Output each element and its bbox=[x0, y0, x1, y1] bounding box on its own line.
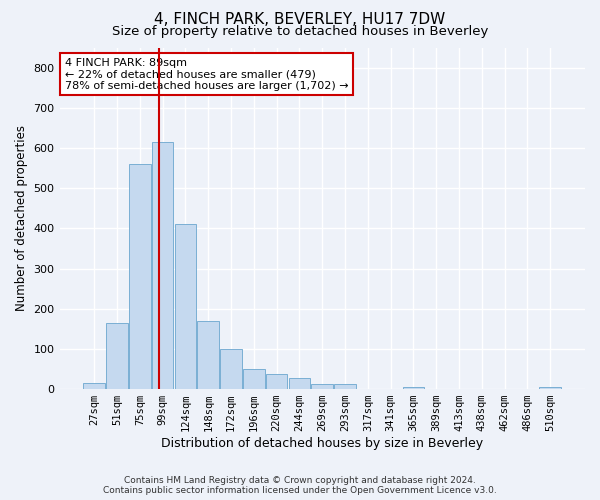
Bar bbox=[289, 378, 310, 389]
Bar bbox=[266, 374, 287, 389]
Bar bbox=[334, 384, 356, 389]
Bar bbox=[243, 369, 265, 389]
Bar bbox=[403, 387, 424, 389]
Bar bbox=[129, 164, 151, 389]
Bar bbox=[311, 384, 333, 389]
X-axis label: Distribution of detached houses by size in Beverley: Distribution of detached houses by size … bbox=[161, 437, 484, 450]
Text: 4, FINCH PARK, BEVERLEY, HU17 7DW: 4, FINCH PARK, BEVERLEY, HU17 7DW bbox=[154, 12, 446, 28]
Bar bbox=[220, 349, 242, 389]
Y-axis label: Number of detached properties: Number of detached properties bbox=[15, 126, 28, 312]
Bar bbox=[83, 383, 105, 389]
Bar bbox=[152, 142, 173, 389]
Bar bbox=[197, 321, 219, 389]
Bar bbox=[106, 323, 128, 389]
Bar bbox=[175, 224, 196, 389]
Bar bbox=[539, 387, 561, 389]
Text: Size of property relative to detached houses in Beverley: Size of property relative to detached ho… bbox=[112, 25, 488, 38]
Text: 4 FINCH PARK: 89sqm
← 22% of detached houses are smaller (479)
78% of semi-detac: 4 FINCH PARK: 89sqm ← 22% of detached ho… bbox=[65, 58, 349, 91]
Text: Contains HM Land Registry data © Crown copyright and database right 2024.
Contai: Contains HM Land Registry data © Crown c… bbox=[103, 476, 497, 495]
